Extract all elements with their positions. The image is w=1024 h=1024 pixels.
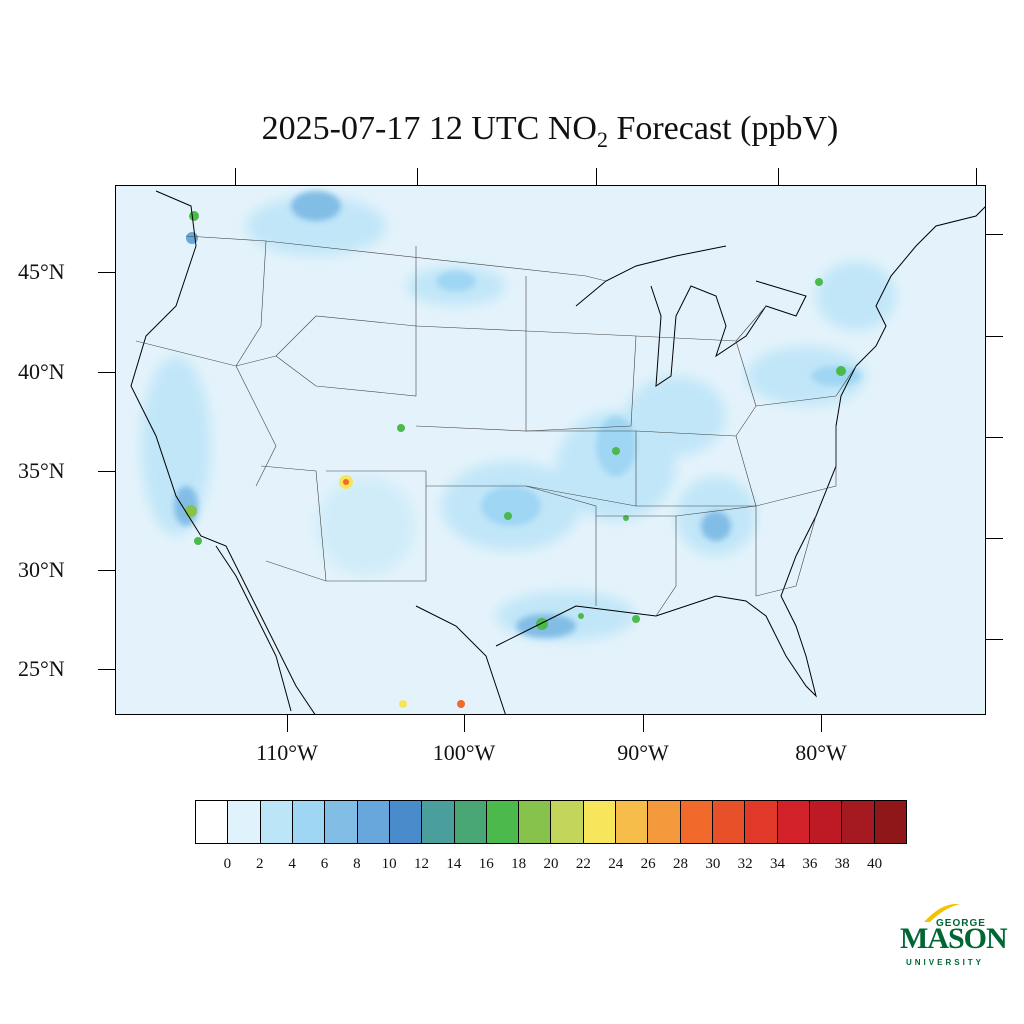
colorbar-label: 12 — [414, 856, 430, 872]
title-rest: Forecast (ppbV) — [607, 110, 839, 147]
left-tick — [98, 471, 115, 472]
lat-label-35: 35°N — [18, 458, 65, 483]
colorbar-label: 6 — [320, 856, 329, 872]
lon-label-110w: 110°W — [256, 740, 318, 765]
right-tick — [986, 336, 1003, 337]
top-tick — [778, 168, 779, 185]
state-borders — [135, 235, 857, 617]
map-panel — [115, 185, 986, 715]
logo-george: GEORGE — [936, 918, 986, 929]
gmu-logo: GEORGE MASON UNIVERSITY — [898, 900, 1008, 970]
colorbar-swatch — [842, 801, 875, 843]
colorbar-label: 18 — [511, 856, 527, 872]
left-tick — [98, 669, 115, 670]
colorbar-swatch — [486, 801, 520, 843]
lat-label-40: 40°N — [18, 359, 65, 384]
colorbar-swatch — [745, 801, 778, 843]
colorbar-label: 4 — [288, 856, 296, 872]
colorbar-label: 10 — [381, 856, 397, 872]
title-text: 2025-07-17 12 UTC NO — [261, 110, 597, 147]
colorbar-swatch — [228, 801, 261, 843]
colorbar-label: 20 — [543, 856, 559, 872]
no2-moderate-layer — [174, 191, 861, 638]
right-tick — [986, 437, 1003, 438]
logo-swoosh-icon — [924, 903, 960, 922]
colorbar-swatch — [583, 801, 617, 843]
colorbar-swatch — [389, 801, 423, 843]
colorbar-label: 38 — [834, 856, 850, 872]
top-tick — [417, 168, 418, 185]
colorbar-label: 16 — [478, 856, 494, 872]
bottom-tick — [643, 715, 644, 732]
map-title: 2025-07-17 12 UTC NO2 Forecast (ppbV) — [0, 110, 1024, 153]
colorbar-swatch — [777, 801, 810, 843]
colorbar-swatch — [713, 801, 746, 843]
top-tick — [596, 168, 597, 185]
colorbar-swatch — [809, 801, 843, 843]
bottom-tick — [821, 715, 822, 732]
right-tick — [986, 234, 1003, 235]
logo-university: UNIVERSITY — [906, 958, 985, 967]
colorbar-swatch — [325, 801, 358, 843]
colorbar-swatch — [196, 801, 229, 843]
colorbar-label: 22 — [575, 856, 591, 872]
right-tick — [986, 639, 1003, 640]
colorbar-swatch — [357, 801, 390, 843]
top-tick — [976, 168, 977, 185]
colorbar-label: 8 — [353, 856, 361, 872]
colorbar-label: 2 — [255, 856, 264, 872]
lat-label-45: 45°N — [18, 259, 65, 284]
colorbar-label: 36 — [802, 856, 818, 872]
lon-label-100w: 100°W — [432, 740, 496, 765]
colorbar-label: 30 — [705, 856, 721, 872]
colorbar-swatch — [616, 801, 649, 843]
lat-label-25: 25°N — [18, 656, 65, 681]
lat-label-30: 30°N — [18, 557, 65, 582]
colorbar-swatch — [874, 801, 906, 843]
no2-haze-layer — [141, 196, 896, 641]
colorbar-label: 24 — [608, 856, 624, 872]
top-tick — [235, 168, 236, 185]
lon-label-90w: 90°W — [617, 740, 669, 765]
left-tick — [98, 272, 115, 273]
colorbar-swatch — [519, 801, 552, 843]
bottom-tick — [287, 715, 288, 732]
colorbar-swatch — [292, 801, 326, 843]
colorbar-label: 14 — [446, 856, 462, 872]
colorbar-label: 34 — [770, 856, 786, 872]
colorbar-swatch — [260, 801, 293, 843]
logo-mason: MASON — [900, 922, 1008, 955]
colorbar-swatch — [454, 801, 487, 843]
colorbar-label: 26 — [640, 856, 656, 872]
title-subscript: 2 — [596, 126, 608, 152]
right-tick — [986, 538, 1003, 539]
us-map — [130, 190, 985, 714]
colorbar-swatch — [648, 801, 681, 843]
lon-label-80w: 80°W — [795, 740, 847, 765]
colorbar-swatch — [422, 801, 455, 843]
left-tick — [98, 372, 115, 373]
colorbar-swatch — [551, 801, 584, 843]
coastline — [130, 190, 985, 714]
bottom-tick — [464, 715, 465, 732]
no2-hotspots — [185, 211, 846, 708]
colorbar-label: 28 — [672, 856, 688, 872]
left-tick — [98, 570, 115, 571]
colorbar-swatch — [680, 801, 713, 843]
colorbar-label: 32 — [737, 856, 753, 872]
colorbar — [195, 800, 907, 844]
colorbar-label: 0 — [223, 856, 232, 872]
colorbar-label: 40 — [867, 856, 883, 872]
